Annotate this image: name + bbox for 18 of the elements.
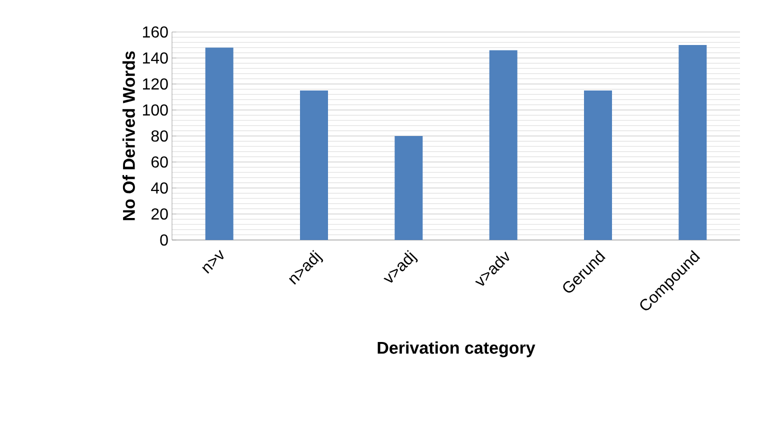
y-tick-label: 100 xyxy=(143,104,168,116)
y-tick-label: 80 xyxy=(151,130,168,142)
y-axis-title: No Of Derived Words xyxy=(122,51,135,220)
y-tick-label: 160 xyxy=(143,26,168,38)
bar xyxy=(205,48,234,240)
bar xyxy=(394,136,423,240)
x-tick-label: n>v xyxy=(202,250,224,274)
bar xyxy=(300,90,328,240)
y-tick-label: 60 xyxy=(151,156,168,168)
bar xyxy=(489,50,518,240)
y-tick-label: 140 xyxy=(143,52,168,64)
bar xyxy=(678,44,707,240)
bar xyxy=(584,90,612,240)
y-tick-label: 120 xyxy=(143,78,168,90)
y-tick-label: 40 xyxy=(151,182,168,194)
x-axis-title: Derivation category xyxy=(378,341,536,358)
y-tick-label: 0 xyxy=(160,234,168,246)
y-tick-label: 20 xyxy=(151,208,168,220)
